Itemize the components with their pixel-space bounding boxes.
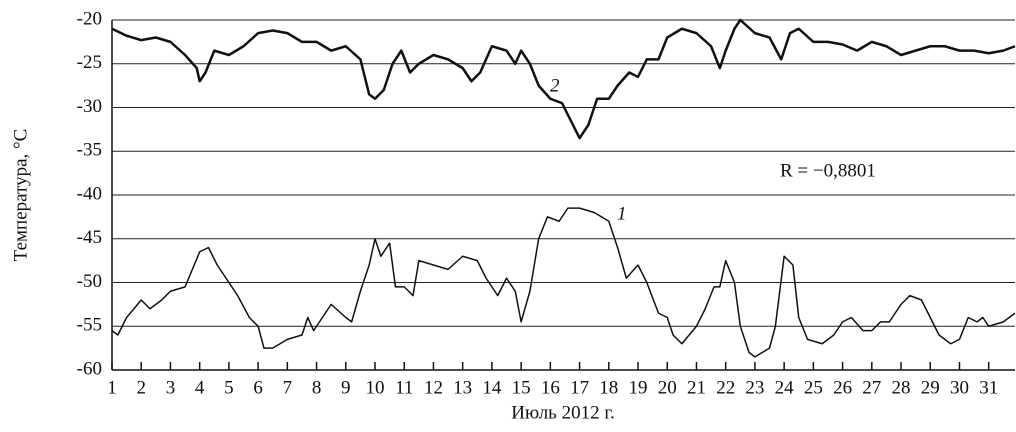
y-tick-label: -55 xyxy=(77,315,102,336)
annotation: 2 xyxy=(550,75,560,96)
y-tick-label: -60 xyxy=(77,358,102,379)
y-tick-label: -25 xyxy=(77,52,102,73)
x-tick-label: 10 xyxy=(366,377,385,398)
x-tick-label: 19 xyxy=(629,377,648,398)
y-tick-label: -20 xyxy=(77,8,102,29)
series-line xyxy=(111,207,1016,358)
y-tick-label: -45 xyxy=(77,227,102,248)
x-tick-label: 20 xyxy=(658,377,677,398)
x-tick-label: 4 xyxy=(195,377,205,398)
x-tick-label: 17 xyxy=(570,377,589,398)
y-tick-label: -30 xyxy=(77,96,102,117)
x-tick-label: 9 xyxy=(341,377,351,398)
x-tick-label: 28 xyxy=(892,377,911,398)
x-tick-label: 23 xyxy=(745,377,764,398)
x-tick-label: 7 xyxy=(283,377,293,398)
y-tick-label: -50 xyxy=(77,271,102,292)
y-tick-label: -35 xyxy=(77,140,102,161)
x-tick-label: 21 xyxy=(687,377,706,398)
x-tick-label: 12 xyxy=(424,377,443,398)
series-line xyxy=(111,18,1016,140)
x-tick-label: 1 xyxy=(107,377,117,398)
x-tick-label: 15 xyxy=(512,377,531,398)
x-tick-label: 18 xyxy=(599,377,618,398)
x-tick-label: 6 xyxy=(253,377,263,398)
x-tick-label: 25 xyxy=(804,377,823,398)
x-axis-label: Июль 2012 г. xyxy=(511,402,615,423)
x-tick-label: 16 xyxy=(541,377,560,398)
annotation: 1 xyxy=(617,203,627,224)
x-tick-label: 30 xyxy=(950,377,969,398)
y-tick-label: -40 xyxy=(77,183,102,204)
x-tick-label: 24 xyxy=(775,377,795,398)
x-tick-label: 3 xyxy=(166,377,176,398)
x-tick-label: 31 xyxy=(979,377,998,398)
x-tick-label: 5 xyxy=(224,377,234,398)
annotation: R = −0,8801 xyxy=(780,160,876,181)
x-tick-label: 27 xyxy=(862,377,881,398)
x-tick-label: 13 xyxy=(453,377,472,398)
x-tick-label: 2 xyxy=(136,377,146,398)
x-tick-label: 22 xyxy=(716,377,735,398)
x-tick-label: 11 xyxy=(395,377,413,398)
x-tick-label: 29 xyxy=(921,377,940,398)
x-tick-label: 8 xyxy=(312,377,322,398)
x-tick-label: 14 xyxy=(482,377,502,398)
x-tick-label: 26 xyxy=(833,377,852,398)
y-axis-label: Температура, °C xyxy=(10,129,31,262)
